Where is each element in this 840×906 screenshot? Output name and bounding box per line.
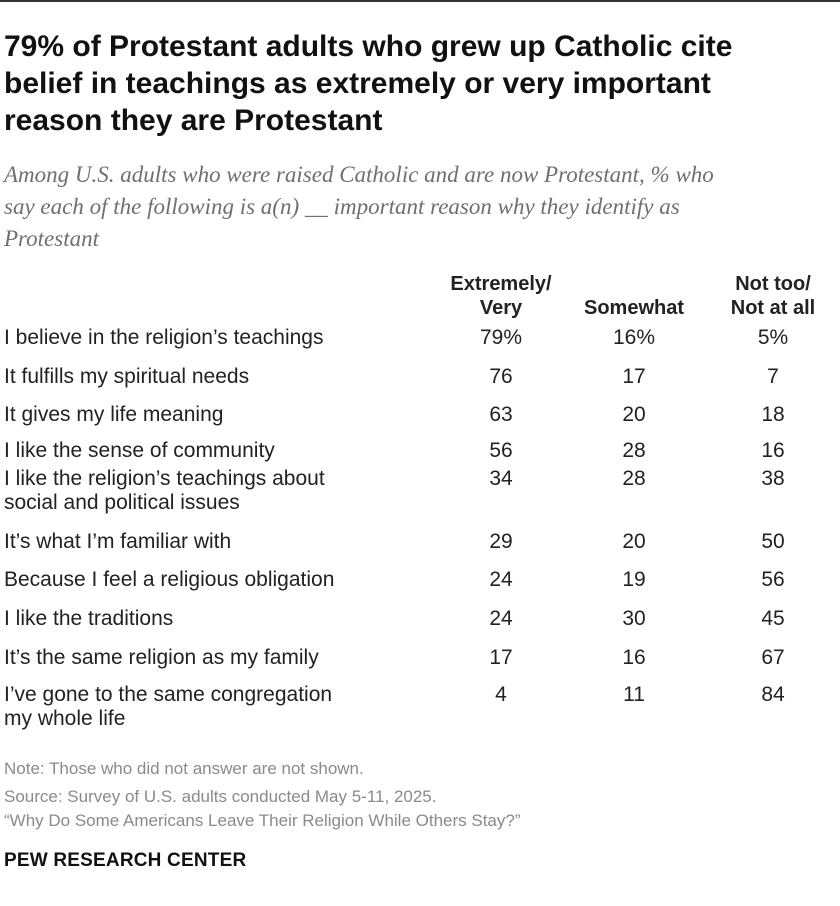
- row-label: It fulfills my spiritual needs: [4, 365, 414, 389]
- value-not-too-not-at-all: 45: [761, 607, 785, 630]
- value-somewhat: 20: [622, 403, 646, 426]
- column-header-line: Somewhat: [583, 297, 685, 319]
- footnote-source: Source: Survey of U.S. adults conducted …: [4, 787, 437, 806]
- row-label: It gives my life meaning: [4, 403, 414, 427]
- title-line-1: 79% of Protestant adults who grew up Cat…: [4, 30, 733, 63]
- value-somewhat: 16%: [612, 326, 656, 349]
- column-header-line: Very: [479, 297, 523, 319]
- row-label: I like the sense of community: [4, 439, 414, 463]
- value-extremely-very: 56: [489, 439, 513, 462]
- pew-research-center-logo: PEW RESEARCH CENTER: [4, 850, 247, 871]
- row-label: I believe in the religion’s teachings: [4, 326, 414, 350]
- row-label-line: Because I feel a religious obligation: [4, 568, 335, 591]
- row-label-line: I believe in the religion’s teachings: [4, 326, 324, 349]
- chart-subtitle: Among U.S. adults who were raised Cathol…: [4, 159, 838, 255]
- row-label-line: I like the religion’s teachings about: [4, 467, 325, 490]
- row-label: I like the religion’s teachings about so…: [4, 467, 414, 515]
- title-line-2: belief in teachings as extremely or very…: [4, 67, 711, 100]
- title-line-3: reason they are Protestant: [4, 104, 383, 137]
- value-not-too-not-at-all: 56: [761, 568, 785, 591]
- row-label-line: my whole life: [4, 707, 126, 730]
- value-extremely-very: 79%: [479, 326, 523, 349]
- column-header-extremely-very: Extremely/ Very: [431, 272, 571, 320]
- value-not-too-not-at-all: 67: [761, 646, 785, 669]
- value-not-too-not-at-all: 84: [761, 683, 785, 706]
- column-header-line: Not too/: [735, 273, 811, 295]
- row-label-line: I’ve gone to the same congregation: [4, 683, 333, 706]
- value-extremely-very: 63: [489, 403, 513, 426]
- value-not-too-not-at-all: 38: [761, 467, 785, 490]
- value-not-too-not-at-all: 16: [761, 439, 785, 462]
- row-label-line: I like the sense of community: [4, 439, 275, 462]
- row-label-line: It gives my life meaning: [4, 403, 224, 426]
- value-extremely-very: 17: [489, 646, 513, 669]
- value-somewhat: 28: [622, 439, 646, 462]
- chart-title: 79% of Protestant adults who grew up Cat…: [4, 28, 824, 139]
- subtitle-line-3: Protestant: [4, 226, 99, 251]
- column-header-line: Not at all: [730, 297, 816, 319]
- value-somewhat: 19: [622, 568, 646, 591]
- column-header-somewhat: Somewhat: [564, 296, 704, 320]
- value-extremely-very: 34: [489, 467, 513, 490]
- value-not-too-not-at-all: 5%: [757, 326, 789, 349]
- row-label-line: I like the traditions: [4, 607, 174, 630]
- value-somewhat: 20: [622, 530, 646, 553]
- row-label-line: It’s what I’m familiar with: [4, 530, 232, 553]
- value-somewhat: 16: [622, 646, 646, 669]
- value-not-too-not-at-all: 18: [761, 403, 785, 426]
- column-header-line: Extremely/: [450, 273, 552, 295]
- row-label: I like the traditions: [4, 607, 414, 631]
- footnote-report-title: “Why Do Some Americans Leave Their Relig…: [4, 811, 521, 830]
- value-somewhat: 17: [622, 365, 646, 388]
- row-label: It’s what I’m familiar with: [4, 530, 414, 554]
- row-label: Because I feel a religious obligation: [4, 568, 414, 592]
- value-somewhat: 28: [622, 467, 646, 490]
- value-extremely-very: 24: [489, 568, 513, 591]
- value-extremely-very: 76: [489, 365, 513, 388]
- column-header-not-too-not-at-all: Not too/ Not at all: [703, 272, 840, 320]
- row-label-line: It fulfills my spiritual needs: [4, 365, 250, 388]
- value-extremely-very: 4: [495, 683, 507, 706]
- value-not-too-not-at-all: 7: [767, 365, 779, 388]
- subtitle-line-1: Among U.S. adults who were raised Cathol…: [4, 162, 714, 187]
- value-somewhat: 11: [623, 683, 645, 706]
- row-label: It’s the same religion as my family: [4, 646, 414, 670]
- value-somewhat: 30: [622, 607, 646, 630]
- row-label: I’ve gone to the same congregation my wh…: [4, 683, 414, 731]
- subtitle-line-2: say each of the following is a(n) __ imp…: [4, 194, 680, 219]
- value-extremely-very: 24: [489, 607, 513, 630]
- value-extremely-very: 29: [489, 530, 513, 553]
- row-label-line: social and political issues: [4, 491, 240, 514]
- value-not-too-not-at-all: 50: [761, 530, 785, 553]
- top-rule: [0, 0, 840, 2]
- row-label-line: It’s the same religion as my family: [4, 646, 319, 669]
- footnote-note: Note: Those who did not answer are not s…: [4, 759, 364, 778]
